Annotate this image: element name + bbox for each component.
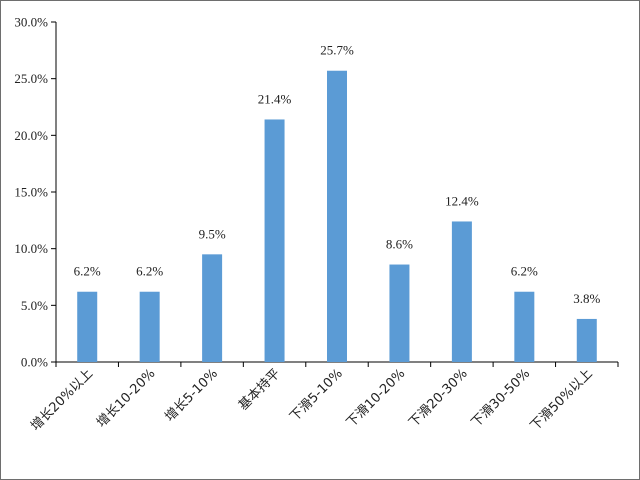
- category-label: 下滑50%以上: [528, 366, 596, 434]
- category-label: 增长5-10%: [162, 366, 221, 425]
- bar: [514, 291, 535, 362]
- y-tick-label: 30.0%: [14, 15, 48, 30]
- category-label: 基本持平: [236, 366, 283, 413]
- y-tick-label: 10.0%: [14, 241, 48, 256]
- category-label: 增长20%以上: [28, 366, 96, 434]
- data-label: 6.2%: [74, 264, 101, 279]
- category-label: 增长10-20%: [94, 366, 158, 430]
- y-tick-label: 15.0%: [14, 185, 48, 200]
- category-label: 下滑30-50%: [469, 366, 533, 430]
- y-tick-label: 25.0%: [14, 71, 48, 86]
- data-label: 9.5%: [199, 226, 226, 241]
- bar: [451, 221, 472, 362]
- data-label: 25.7%: [320, 43, 354, 58]
- data-label: 21.4%: [258, 91, 292, 106]
- bar: [264, 119, 285, 362]
- y-tick-label: 5.0%: [21, 298, 48, 313]
- bar: [202, 254, 223, 362]
- bar: [389, 264, 410, 362]
- data-label: 3.8%: [573, 291, 600, 306]
- data-label: 6.2%: [136, 264, 163, 279]
- bar: [327, 70, 347, 362]
- data-label: 8.6%: [386, 237, 413, 252]
- category-label: 下滑5-10%: [287, 366, 346, 425]
- category-label: 下滑20-30%: [406, 366, 470, 430]
- bar: [77, 291, 98, 362]
- category-label: 下滑10-20%: [344, 366, 408, 430]
- y-tick-label: 20.0%: [14, 128, 48, 143]
- y-tick-label: 0.0%: [21, 355, 48, 370]
- data-label: 12.4%: [445, 193, 479, 208]
- data-label: 6.2%: [511, 264, 538, 279]
- bar: [576, 318, 597, 362]
- bar: [139, 291, 160, 362]
